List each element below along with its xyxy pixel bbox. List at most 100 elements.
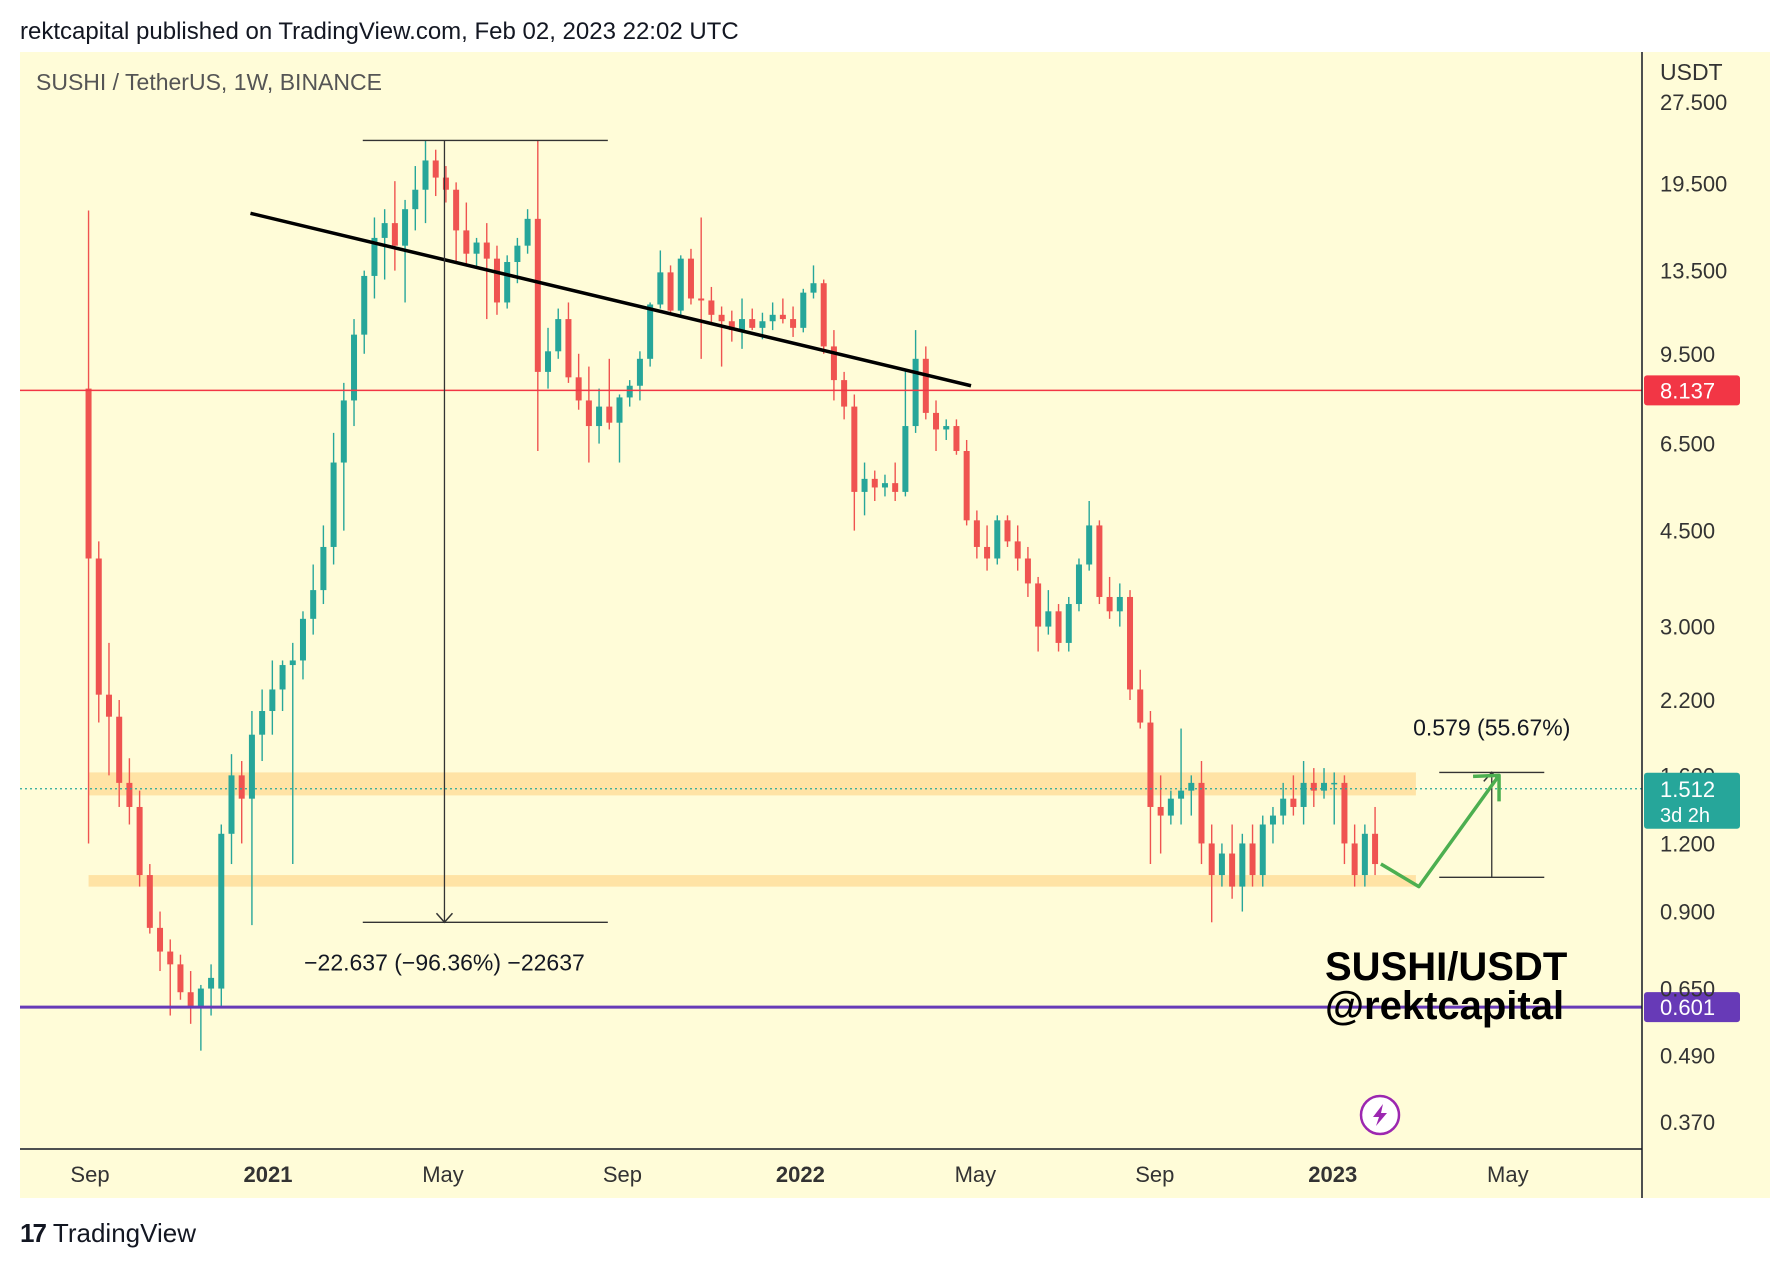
candle-body xyxy=(881,483,888,488)
drawings-layer: −22.637 (−96.36%) −22637 0.579 (55.67%) xyxy=(250,139,1570,975)
candle-body xyxy=(1321,782,1328,791)
candle-body xyxy=(616,397,623,423)
time-tick-label: May xyxy=(1487,1162,1529,1187)
levels-layer xyxy=(20,389,1642,1009)
price-tick-label: 0.650 xyxy=(1660,977,1715,1002)
time-tick-label: Sep xyxy=(603,1162,642,1187)
candle-body xyxy=(391,223,398,246)
candle-body xyxy=(85,388,92,559)
candle-body xyxy=(238,775,245,799)
candlestick-chart[interactable]: −22.637 (−96.36%) −22637 0.579 (55.67%) 8… xyxy=(20,52,1770,1198)
price-axis-unit: USDT xyxy=(1660,59,1723,85)
candle-body xyxy=(371,237,378,276)
candle-body xyxy=(575,377,582,401)
candle-body xyxy=(197,988,204,1008)
candle-body xyxy=(1310,782,1317,791)
candle-body xyxy=(657,272,664,305)
candle-body xyxy=(432,160,439,178)
price-tick-label: 0.490 xyxy=(1660,1043,1715,1068)
time-tick-label: 2021 xyxy=(243,1162,292,1187)
tradingview-logo-icon: 17 xyxy=(20,1218,47,1248)
zones-layer xyxy=(88,772,1416,887)
time-tick-label: May xyxy=(955,1162,997,1187)
lightning-icon-bolt xyxy=(1373,1104,1387,1126)
candle-body xyxy=(800,292,807,328)
candle-body xyxy=(841,380,848,407)
candle-body xyxy=(749,319,756,328)
candle-body xyxy=(1290,798,1297,807)
candle-body xyxy=(442,177,449,190)
price-tick-label: 19.500 xyxy=(1660,172,1727,197)
candle-body xyxy=(912,358,919,427)
candle-body xyxy=(626,385,633,398)
candle-body xyxy=(1086,525,1093,565)
candle-body xyxy=(289,660,296,666)
price-tick-label: 6.500 xyxy=(1660,432,1715,457)
candle-body xyxy=(1106,596,1113,612)
candle-body xyxy=(739,319,746,331)
candle-body xyxy=(187,992,194,1008)
candle-body xyxy=(790,319,797,328)
candle-body xyxy=(1351,843,1358,876)
candle-body xyxy=(820,283,827,347)
time-tick-label: Sep xyxy=(1135,1162,1174,1187)
candle-body xyxy=(1127,596,1134,690)
candle-body xyxy=(1218,853,1225,876)
level-price-badge xyxy=(1644,375,1740,406)
candle-body xyxy=(1024,558,1031,584)
candle-body xyxy=(1157,806,1164,816)
candle-body xyxy=(1045,611,1052,627)
candle-body xyxy=(1280,798,1287,816)
candle-body xyxy=(810,283,817,293)
candle-body xyxy=(1249,843,1256,876)
candle-body xyxy=(177,964,184,993)
time-axis[interactable]: Sep 2021 May Sep 2022 May Sep 2023 May xyxy=(70,1162,1528,1187)
candle-body xyxy=(596,406,603,427)
candle-body xyxy=(973,520,980,547)
candle-body xyxy=(208,977,215,989)
price-tick-label: 1.200 xyxy=(1660,831,1715,856)
candle-body xyxy=(361,275,368,335)
candle-body xyxy=(1178,790,1185,799)
candle-body xyxy=(422,160,429,190)
level-price-badge xyxy=(1644,992,1740,1023)
candle-body xyxy=(157,927,164,952)
candle-body xyxy=(1259,824,1266,876)
price-axis[interactable]: 8.137 0.601 27.500 19.500 13.500 9.500 6.500 4.… xyxy=(1644,90,1740,1135)
candle-body xyxy=(1004,520,1011,542)
level-price-label: 8.137 xyxy=(1660,378,1715,403)
candle-body xyxy=(922,358,929,413)
candle-body xyxy=(1372,833,1379,865)
candle-body xyxy=(320,546,327,591)
candle-body xyxy=(228,775,235,834)
candle-body xyxy=(1065,604,1072,643)
price-tick-label: 0.370 xyxy=(1660,1110,1715,1135)
candle-body xyxy=(565,319,572,378)
candle-body xyxy=(463,230,470,254)
candle-body xyxy=(984,546,991,559)
tradingview-logo-text: TradingView xyxy=(52,1218,196,1248)
time-tick-label: 2022 xyxy=(776,1162,825,1187)
plot-background xyxy=(20,52,1642,1149)
time-axis-background xyxy=(20,1149,1770,1198)
candle-body xyxy=(279,665,286,690)
candle-body xyxy=(483,242,490,259)
support-zone-0 xyxy=(88,772,1416,796)
tradingview-logo[interactable]: 17 TradingView xyxy=(20,1218,196,1249)
candle-body xyxy=(677,258,684,311)
support-zone-1 xyxy=(88,875,1416,887)
candle-body xyxy=(310,590,317,619)
lightning-icon[interactable] xyxy=(1359,1094,1401,1136)
publish-header: rektcapital published on TradingView.com… xyxy=(20,18,739,45)
price-tick-label: 3.000 xyxy=(1660,615,1715,640)
candle-body xyxy=(248,734,255,799)
candle-body xyxy=(534,218,541,372)
candle-body xyxy=(259,711,266,735)
candle-body xyxy=(126,782,133,807)
candle-body xyxy=(728,321,735,331)
bar-countdown-label: 3d 2h xyxy=(1660,805,1710,827)
candle-body xyxy=(381,223,388,238)
current-price-label: 1.512 xyxy=(1660,777,1715,802)
candle-body xyxy=(1361,833,1368,876)
candle-body xyxy=(555,319,562,352)
